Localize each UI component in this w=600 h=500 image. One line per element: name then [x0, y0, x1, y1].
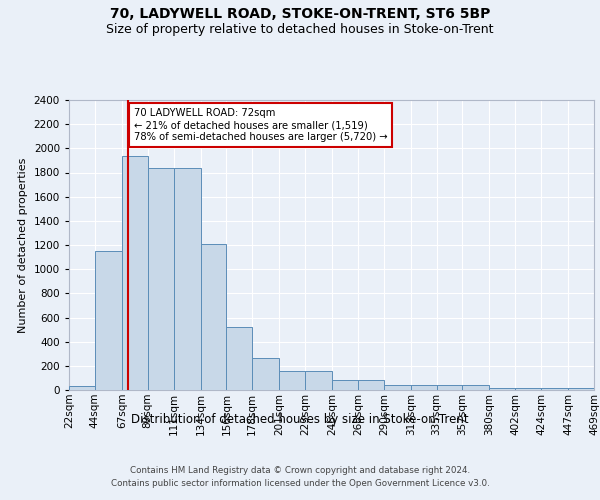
Text: Contains HM Land Registry data © Crown copyright and database right 2024.: Contains HM Land Registry data © Crown c… — [130, 466, 470, 475]
Bar — [541, 388, 568, 390]
Bar — [332, 380, 358, 390]
Text: 70, LADYWELL ROAD, STOKE-ON-TRENT, ST6 5BP: 70, LADYWELL ROAD, STOKE-ON-TRENT, ST6 5… — [110, 8, 490, 22]
Bar — [568, 388, 594, 390]
Bar — [305, 372, 332, 390]
Text: Contains public sector information licensed under the Open Government Licence v3: Contains public sector information licen… — [110, 479, 490, 488]
Bar — [69, 386, 95, 390]
Bar — [122, 156, 148, 390]
Bar — [358, 380, 384, 390]
Text: Distribution of detached houses by size in Stoke-on-Trent: Distribution of detached houses by size … — [131, 412, 469, 426]
Bar — [173, 168, 200, 390]
Bar — [411, 384, 437, 390]
Bar — [148, 168, 173, 390]
Text: Size of property relative to detached houses in Stoke-on-Trent: Size of property relative to detached ho… — [106, 22, 494, 36]
Text: 70 LADYWELL ROAD: 72sqm
← 21% of detached houses are smaller (1,519)
78% of semi: 70 LADYWELL ROAD: 72sqm ← 21% of detache… — [134, 108, 387, 142]
Bar — [515, 388, 541, 390]
Bar — [384, 384, 411, 390]
Bar — [463, 385, 490, 390]
Y-axis label: Number of detached properties: Number of detached properties — [18, 158, 28, 332]
Bar — [279, 372, 305, 390]
Bar — [226, 327, 252, 390]
Bar — [95, 251, 122, 390]
Bar — [200, 244, 226, 390]
Bar — [252, 358, 279, 390]
Bar — [490, 388, 515, 390]
Bar — [437, 385, 463, 390]
